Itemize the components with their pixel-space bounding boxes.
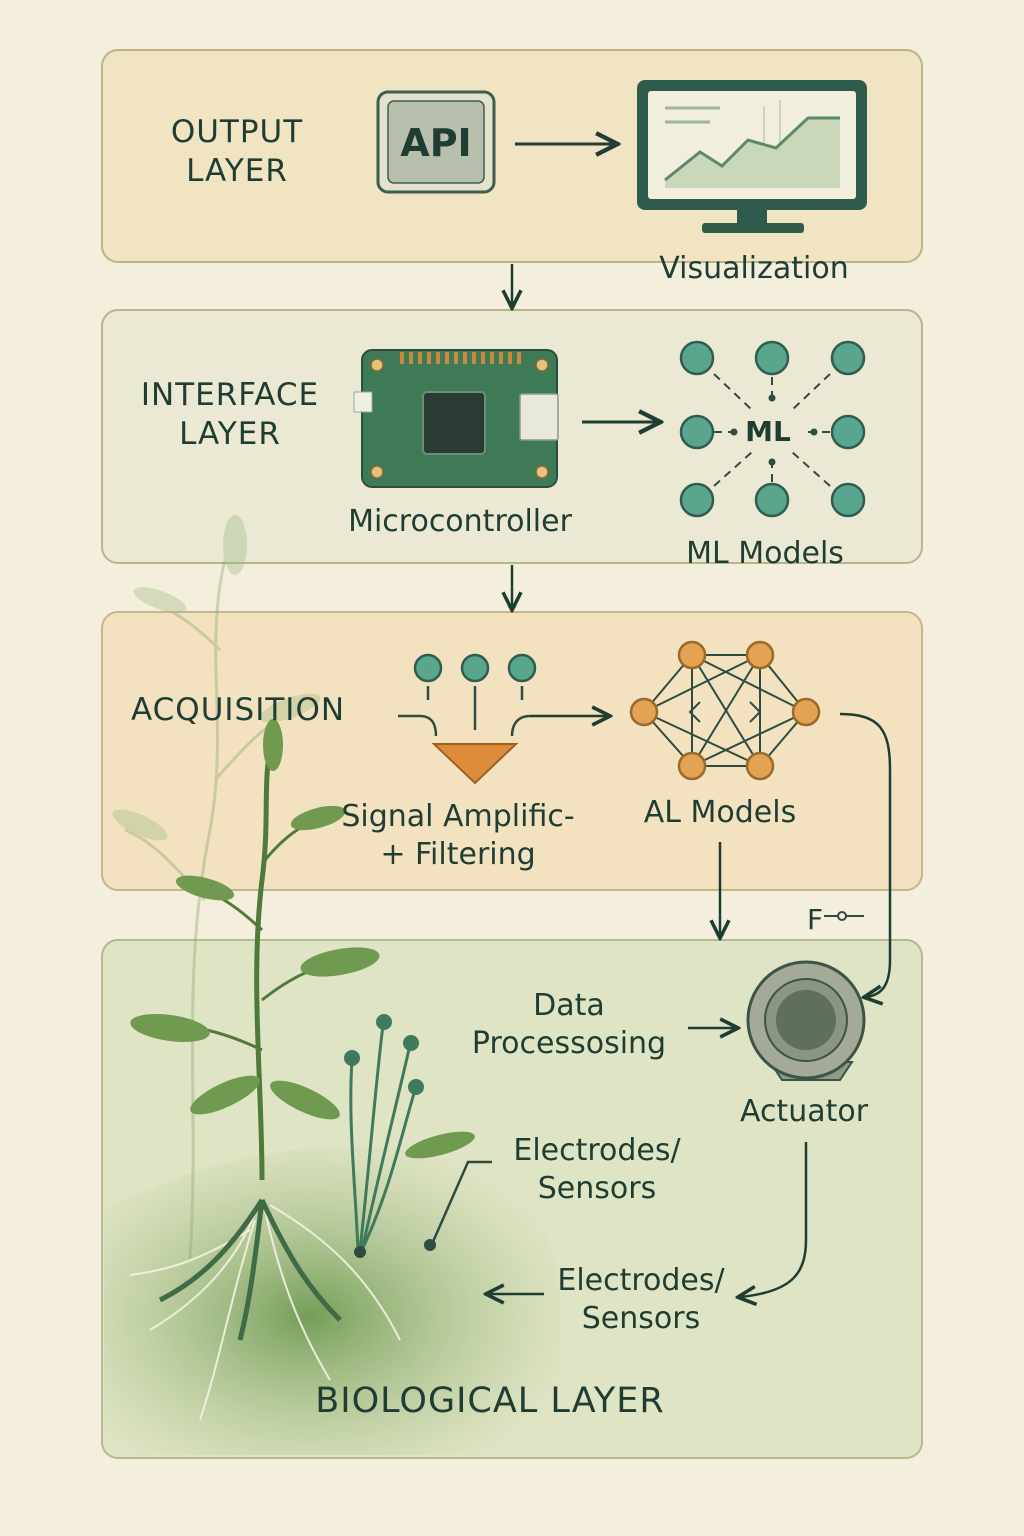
amplifier-icon xyxy=(431,743,519,785)
electrodes-sensors-label-top: Electrodes/ Sensors xyxy=(513,1132,680,1207)
actuator-to-electrodes-arrow xyxy=(740,1142,808,1297)
api-icon xyxy=(376,90,496,194)
al-models-label: AL Models xyxy=(643,795,797,830)
electrodes-bottom-line1: Electrodes/ xyxy=(557,1263,725,1298)
feedback-switch-icon xyxy=(824,911,864,921)
electrodes-bottom-line2: Sensors xyxy=(581,1300,701,1336)
plant-illustration xyxy=(104,719,560,1455)
sensor-input-icon xyxy=(398,653,537,737)
al-to-actuator-feedback-arrow xyxy=(839,712,892,997)
output-layer-title-line2: LAYER xyxy=(186,153,288,189)
electrodes-top-line2: Sensors xyxy=(537,1170,657,1206)
visualization-label: Visualization xyxy=(659,251,849,286)
data-processing-label: Data Processosing xyxy=(472,987,666,1062)
microcontroller-icon xyxy=(353,349,559,488)
electrode-tip xyxy=(354,1246,366,1258)
electrodes-sensors-label-bottom: Electrodes/ Sensors xyxy=(557,1262,724,1337)
monitor-icon xyxy=(637,80,867,233)
signal-amplification-line2: + Filtering xyxy=(380,836,536,872)
ml-center-label: ML xyxy=(745,415,791,448)
interface-layer-title: INTERFACE LAYER xyxy=(141,380,319,450)
data-processing-line1: Data xyxy=(533,988,605,1023)
electrodes-top-line1: Electrodes/ xyxy=(513,1133,681,1168)
signal-amplification-label: Signal Amplific- + Filtering xyxy=(341,798,574,873)
acquisition-layer-title: ACQUISITION xyxy=(131,692,346,728)
feedback-symbol: F xyxy=(806,903,824,936)
api-label: API xyxy=(400,121,472,165)
interface-layer-title-line2: LAYER xyxy=(179,416,281,452)
biological-layer-title: BIOLOGICAL LAYER xyxy=(315,1381,665,1421)
ml-models-label: ML Models xyxy=(686,536,844,571)
background-plant-illustration xyxy=(112,515,321,1261)
actuator-icon xyxy=(746,960,866,1081)
output-layer-title-line1: OUTPUT xyxy=(170,114,304,150)
microcontroller-label: Microcontroller xyxy=(348,504,572,539)
actuator-label: Actuator xyxy=(739,1094,869,1129)
interface-layer-title-line1: INTERFACE xyxy=(140,377,320,413)
electrodes-pointer-line xyxy=(430,1160,492,1245)
data-processing-line2: Processosing xyxy=(471,1025,667,1061)
ml-network-icon xyxy=(679,340,866,518)
output-layer-title: OUTPUT LAYER xyxy=(171,117,303,187)
al-network-icon xyxy=(629,640,821,781)
signal-amplification-line1: Signal Amplific- xyxy=(341,799,575,834)
